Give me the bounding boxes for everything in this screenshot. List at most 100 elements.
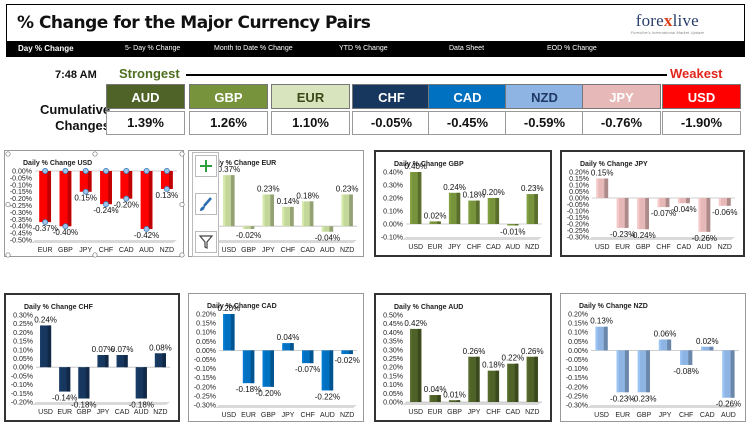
- chart-bar: [321, 226, 334, 232]
- y-tick-label: -0.05%: [566, 357, 588, 364]
- bar-side-shade: [514, 363, 519, 402]
- nav-day-change[interactable]: Day % Change: [18, 44, 74, 53]
- chart-bar: [596, 178, 609, 198]
- bar-highlight: [97, 355, 100, 368]
- selection-handle: [62, 168, 69, 174]
- bar-front: [526, 194, 538, 224]
- bar-front: [487, 370, 500, 402]
- nav-data-sheet[interactable]: Data Sheet: [449, 45, 485, 52]
- chart-panel-cad[interactable]: Daily % Change CAD 0.20% 0.15% 0.10% 0.05% 0.…: [188, 293, 364, 422]
- bar-highlight: [468, 200, 471, 224]
- chart-elements-button[interactable]: [195, 155, 217, 177]
- category-label: USD: [38, 409, 53, 416]
- data-label: -0.23%: [631, 394, 656, 403]
- bar-highlight: [448, 400, 451, 402]
- chart-panel-usd[interactable]: Daily % Change USD 0.00% -0.05% -0.10% -0.15…: [4, 150, 185, 258]
- bar-front: [701, 346, 714, 351]
- bar-front: [448, 400, 461, 402]
- chart-bar: [59, 367, 71, 392]
- chart-bar: [487, 370, 500, 402]
- currency-change-value: -0.76%: [582, 111, 661, 135]
- chart-styles-button[interactable]: [195, 193, 217, 215]
- chart-bar: [698, 198, 711, 232]
- data-label: 0.13%: [590, 317, 613, 326]
- category-label: CAD: [486, 244, 501, 251]
- chart-bar: [78, 367, 90, 399]
- chart-bar: [223, 175, 235, 227]
- bar-side-shade: [665, 198, 670, 208]
- category-label: JPY: [468, 409, 481, 416]
- chart-panel-chf[interactable]: Daily % Change CHF 0.30% 0.25% 0.20% 0.15% 0.…: [4, 293, 180, 422]
- bar-front: [429, 221, 441, 224]
- chart-bar: [242, 350, 255, 384]
- bar-highlight: [526, 356, 529, 402]
- nav-mtd-change[interactable]: Month to Date % Change: [214, 45, 293, 52]
- data-label: 0.01%: [443, 390, 466, 399]
- category-label: GBP: [58, 247, 73, 254]
- bar-front: [116, 355, 128, 368]
- bar-side-shade: [706, 198, 711, 232]
- currency-tile-cad: CAD -0.45%: [428, 84, 507, 135]
- forexlive-logo[interactable]: forexlive Forexlive's International Mark…: [631, 11, 704, 35]
- nav-5day-change[interactable]: 5- Day % Change: [125, 45, 181, 52]
- selection-handle: [163, 168, 170, 174]
- data-label: 0.14%: [277, 197, 300, 206]
- selection-handle: [163, 185, 170, 192]
- y-tick-label: -0.10%: [11, 382, 33, 389]
- chart-panel-jpy[interactable]: Daily % Change JPY 0.20% 0.15% 0.10% 0.05% 0.…: [560, 150, 745, 257]
- category-label: JPY: [659, 412, 672, 419]
- selection-handle: [179, 201, 185, 208]
- bar-side-shade: [417, 328, 422, 402]
- data-label: -0.37%: [32, 224, 57, 233]
- chart-filters-button[interactable]: [195, 231, 217, 253]
- data-label: -0.24%: [93, 206, 118, 215]
- selection-handle: [42, 168, 49, 174]
- nav-ytd-change[interactable]: YTD % Change: [339, 45, 388, 52]
- cumulative-label-line2: Changes: [55, 118, 110, 133]
- bar-side-shade: [603, 326, 608, 351]
- bar-front: [678, 198, 690, 204]
- bar-front: [657, 198, 670, 208]
- data-label: 0.24%: [34, 315, 57, 324]
- currency-code: CHF: [352, 84, 431, 109]
- y-tick-label: 0.45%: [383, 321, 403, 328]
- chart-panel-nzd[interactable]: Daily % Change NZD 0.20% 0.15% 0.10% 0.05% 0.…: [560, 293, 746, 422]
- bar-front: [135, 367, 147, 399]
- chart-bar: [637, 198, 649, 230]
- category-label: GBP: [636, 244, 651, 251]
- data-label: 0.20%: [218, 304, 241, 313]
- bar-side-shade: [476, 200, 480, 224]
- bar-front: [39, 171, 52, 223]
- bar-side-shade: [108, 171, 112, 205]
- currency-code: GBP: [189, 84, 268, 109]
- bar-highlight: [223, 314, 226, 351]
- bar-side-shade: [495, 198, 500, 224]
- y-tick-label: 0.05%: [383, 391, 403, 398]
- bar-front: [448, 192, 461, 224]
- bar-front: [120, 171, 133, 199]
- category-label: USD: [408, 409, 423, 416]
- data-label: 0.20%: [482, 188, 505, 197]
- chart-bar: [718, 198, 731, 206]
- bar-highlight: [701, 346, 704, 351]
- chart-bar: [321, 350, 334, 391]
- category-label: USD: [221, 412, 236, 419]
- chart-panel-aud[interactable]: Daily % Change AUD 0.50% 0.45% 0.40% 0.35% 0.…: [374, 293, 552, 422]
- chart-panel-gbp[interactable]: Daily % Change GBP 0.40% 0.30% 0.20% 0.10% 0.…: [374, 150, 552, 257]
- currency-tile-nzd: NZD -0.59%: [505, 84, 584, 135]
- bar-highlight: [120, 171, 123, 199]
- nav-eod-change[interactable]: EOD % Change: [547, 45, 597, 52]
- bar-front: [321, 350, 334, 391]
- y-tick-label: 0.25%: [383, 356, 403, 363]
- y-tick-label: 0.05%: [569, 189, 589, 196]
- bar-front: [468, 200, 480, 224]
- data-label: -0.04%: [671, 205, 696, 214]
- data-label: -0.18%: [129, 401, 154, 410]
- bar-side-shade: [645, 198, 649, 230]
- bar-highlight: [282, 343, 285, 351]
- bar-highlight: [100, 171, 103, 205]
- bar-highlight: [487, 198, 490, 224]
- chart-bar: [680, 350, 693, 365]
- category-label: EUR: [428, 409, 443, 416]
- bar-highlight: [637, 350, 640, 393]
